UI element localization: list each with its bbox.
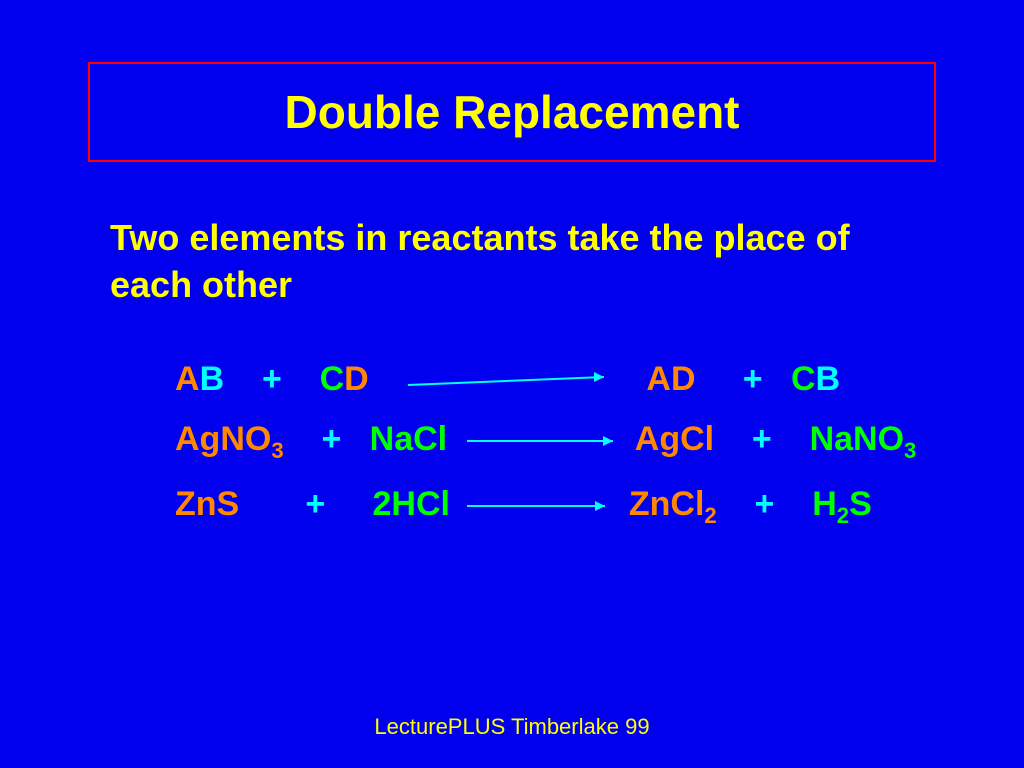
- ex1-NO2: NO: [853, 420, 904, 458]
- ex1-sub3: 3: [271, 438, 283, 463]
- arrow-icon: [459, 496, 619, 516]
- ex1-Cl2: Cl: [680, 420, 714, 458]
- ex2-Cl: Cl: [416, 485, 450, 523]
- plus-sign: +: [262, 360, 282, 398]
- ex2-sub2: 2: [704, 503, 716, 528]
- equation-example-2: ZnS + 2HCl ZnCl2 + H2S: [175, 485, 872, 529]
- ex2-H: H: [391, 485, 416, 523]
- generic-C: C: [320, 360, 345, 398]
- ex2-sub2b: 2: [837, 503, 849, 528]
- arrow-icon: [378, 369, 638, 393]
- ex1-Cl: Cl: [413, 420, 447, 458]
- generic-A2: A: [646, 360, 671, 398]
- ex2-Cl2: Cl: [670, 485, 704, 523]
- ex1-Na: Na: [370, 420, 413, 458]
- ex2-S: S: [217, 485, 240, 523]
- ex1-NO: NO: [220, 420, 271, 458]
- generic-D: D: [344, 360, 369, 398]
- title-box: Double Replacement: [88, 62, 936, 162]
- plus-sign: +: [755, 485, 775, 523]
- ex2-Zn: Zn: [175, 485, 217, 523]
- equation-example-1: AgNO3 + NaCl AgCl + NaNO3: [175, 420, 916, 464]
- ex2-Zn2: Zn: [629, 485, 671, 523]
- ex2-H2: H: [812, 485, 837, 523]
- slide-title: Double Replacement: [285, 85, 740, 139]
- plus-sign: +: [752, 420, 772, 458]
- plus-sign: +: [743, 360, 763, 398]
- plus-sign: +: [305, 485, 325, 523]
- plus-sign: +: [321, 420, 341, 458]
- generic-D2: D: [671, 360, 696, 398]
- footer-credit: LecturePLUS Timberlake 99: [0, 714, 1024, 740]
- ex1-sub3b: 3: [904, 438, 916, 463]
- ex1-Ag2: Ag: [635, 420, 680, 458]
- equation-generic: AB + CD AD + CB: [175, 360, 840, 399]
- generic-B: B: [200, 360, 225, 398]
- ex2-S2: S: [849, 485, 872, 523]
- generic-A: A: [175, 360, 200, 398]
- generic-B2: B: [816, 360, 841, 398]
- ex2-coef2: 2: [372, 485, 391, 523]
- ex1-Na2: Na: [810, 420, 853, 458]
- slide-subtitle: Two elements in reactants take the place…: [110, 215, 920, 309]
- arrow-icon: [457, 431, 627, 451]
- ex1-Ag: Ag: [175, 420, 220, 458]
- generic-C2: C: [791, 360, 816, 398]
